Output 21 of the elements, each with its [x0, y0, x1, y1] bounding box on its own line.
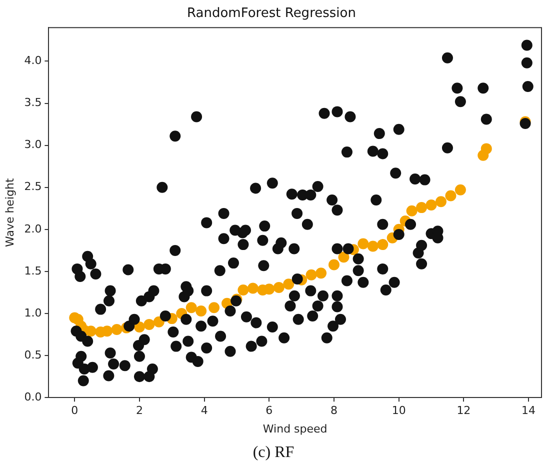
y-tick-label: 2.0 [24, 222, 42, 236]
x-tick-label: 14 [522, 404, 536, 418]
y-tick-label: 4.0 [24, 54, 42, 68]
x-tick-label: 4 [200, 404, 208, 418]
y-tick-label: 2.5 [24, 180, 42, 194]
x-tick-label: 2 [136, 404, 143, 418]
x-axis-title: Wind speed [262, 422, 328, 436]
text: (c) RF [252, 444, 296, 462]
x-tick-label: 10 [392, 404, 406, 418]
x-tick-label: 6 [266, 404, 273, 418]
chart-title: RandomForest Regression [187, 6, 356, 22]
y-tick-label: 3.0 [24, 138, 42, 152]
y-tick-label: 3.5 [24, 96, 42, 110]
y-tick-label: 1.0 [24, 306, 42, 320]
y-tick-label: 1.5 [24, 264, 42, 278]
x-tick-label: 12 [456, 404, 471, 418]
x-tick-label: 0 [71, 404, 78, 418]
x-tick-label: 8 [330, 404, 338, 418]
y-tick-label: 0.0 [24, 390, 42, 404]
y-axis-title: Wave height [3, 178, 16, 247]
y-tick-label: 0.5 [24, 348, 42, 362]
